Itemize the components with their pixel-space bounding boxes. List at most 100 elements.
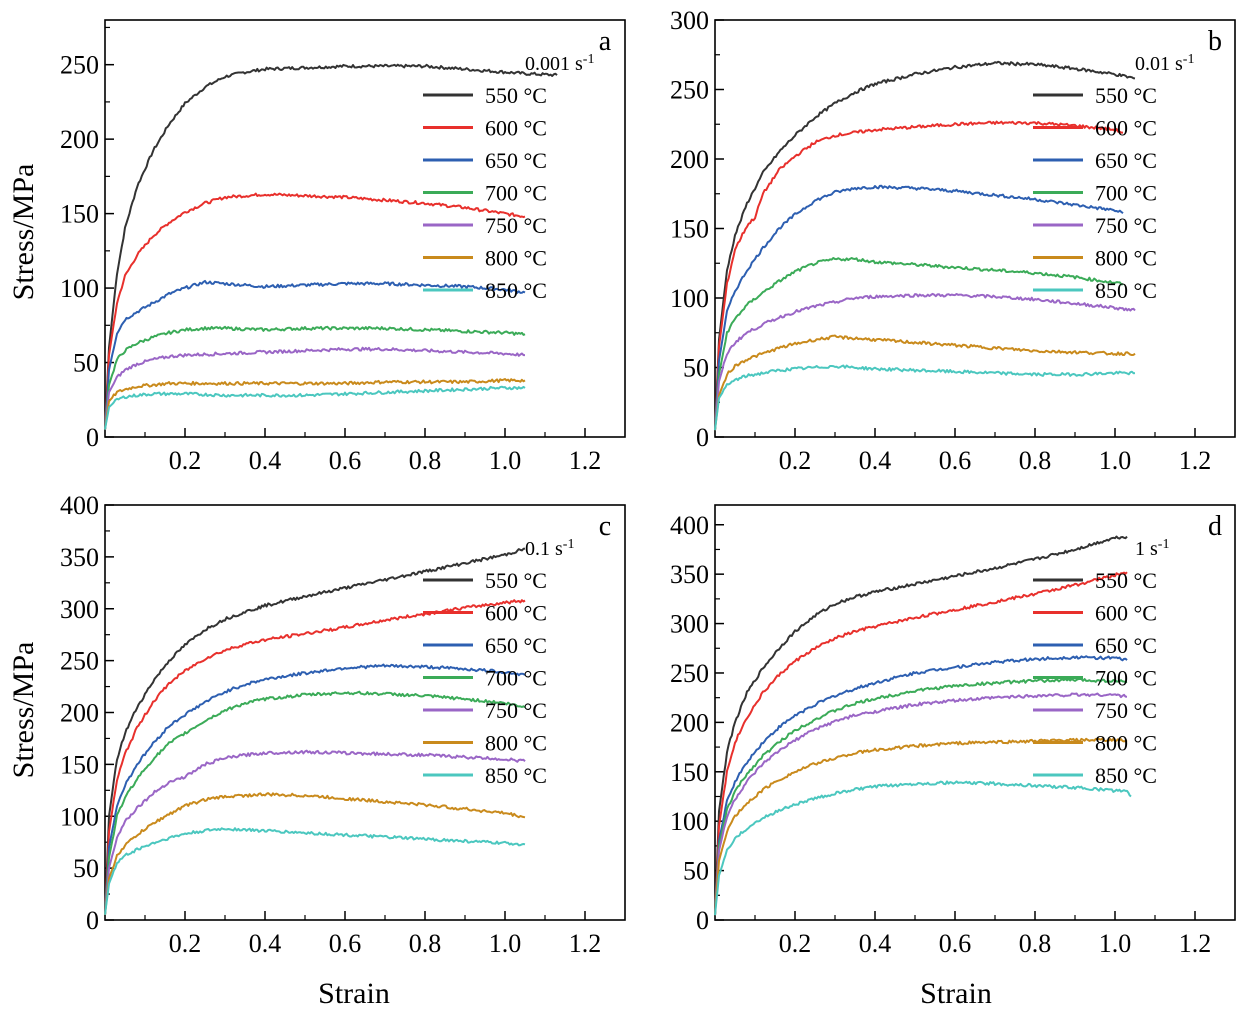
y-tick-label: 150: [670, 758, 709, 787]
x-tick-label: 0.6: [939, 929, 972, 958]
y-tick-label: 200: [670, 708, 709, 737]
panels: 0.2 0.4 0.6 0.8 1.0 1.2 0 50 100 150 200 250 0.001 s…: [60, 6, 1235, 958]
legend-label: 800 °C: [485, 731, 547, 756]
y-tick-label: 50: [683, 857, 709, 886]
y-tick-label: 300: [670, 6, 709, 35]
y-tick-label: 0: [696, 423, 709, 452]
y-tick-label: 400: [670, 511, 709, 540]
y-tick-label: 100: [670, 284, 709, 313]
y-tick-label: 150: [670, 215, 709, 244]
legend-label: 650 °C: [1095, 148, 1157, 173]
y-tick-label: 100: [670, 807, 709, 836]
panel-letter: b: [1208, 26, 1222, 57]
legend-label: 600 °C: [485, 116, 547, 141]
series-line-600: [715, 122, 1123, 431]
ylabel-top: Stress/MPa: [7, 164, 40, 301]
x-tick-label: 0.2: [779, 446, 812, 475]
series-line-750: [715, 694, 1127, 916]
legend-label: 750 °C: [485, 213, 547, 238]
x-tick-label: 0.4: [249, 446, 282, 475]
strain-rate-exponent: -1: [1158, 537, 1170, 552]
y-tick-label: 250: [60, 647, 99, 676]
series-line-750: [715, 294, 1135, 430]
x-tick-label: 1.0: [489, 929, 522, 958]
y-tick-label: 250: [60, 51, 99, 80]
series-line-550: [715, 537, 1127, 916]
figure: Stress/MPa Stress/MPa Strain Strain 0.2 0…: [0, 0, 1240, 1017]
y-tick-label: 150: [60, 750, 99, 779]
ylabel-bottom: Stress/MPa: [7, 642, 40, 779]
legend-label: 550 °C: [1095, 568, 1157, 593]
x-tick-label: 0.8: [409, 446, 442, 475]
legend-label: 850 °C: [485, 763, 547, 788]
legend-label: 600 °C: [1095, 116, 1157, 141]
x-tick-label: 1.0: [1099, 446, 1132, 475]
legend-label: 750 °C: [1095, 698, 1157, 723]
x-tick-label: 0.4: [249, 929, 282, 958]
strain-rate-label: 0.01 s-1: [1135, 52, 1194, 76]
strain-rate-exponent: -1: [583, 52, 595, 67]
y-tick-label: 250: [670, 76, 709, 105]
legend-label: 700 °C: [1095, 666, 1157, 691]
series-line-800: [105, 379, 525, 430]
strain-rate-label: 0.001 s-1: [525, 52, 594, 76]
y-tick-label: 50: [683, 354, 709, 383]
x-tick-label: 1.2: [1179, 929, 1212, 958]
x-tick-label: 1.0: [489, 446, 522, 475]
panel-d: 0.2 0.4 0.6 0.8 1.0 1.2 0 50 100 150 200 250 300 350 4…: [670, 505, 1235, 958]
x-tick-label: 1.2: [569, 446, 602, 475]
strain-rate-label: 1 s-1: [1135, 537, 1169, 561]
plot-frame: [105, 505, 625, 920]
x-tick-label: 0.4: [859, 446, 892, 475]
x-tick-label: 0.6: [329, 446, 362, 475]
legend-label: 850 °C: [485, 278, 547, 303]
legend-label: 750 °C: [1095, 213, 1157, 238]
legend-label: 850 °C: [1095, 763, 1157, 788]
series-line-800: [715, 336, 1135, 431]
legend-label: 550 °C: [485, 568, 547, 593]
y-tick-label: 250: [670, 659, 709, 688]
y-tick-label: 400: [60, 491, 99, 520]
panel-letter: c: [599, 511, 611, 542]
x-tick-label: 0.4: [859, 929, 892, 958]
strain-rate-label: 0.1 s-1: [525, 537, 574, 561]
series-line-700: [105, 327, 525, 430]
x-tick-label: 0.2: [779, 929, 812, 958]
x-tick-label: 0.6: [939, 446, 972, 475]
y-tick-label: 300: [670, 610, 709, 639]
x-tick-label: 0.2: [169, 929, 202, 958]
legend-label: 550 °C: [485, 83, 547, 108]
y-tick-label: 300: [60, 595, 99, 624]
panel-b: 0.2 0.4 0.6 0.8 1.0 1.20501001502002503000.01…: [670, 6, 1235, 475]
series-line-650: [715, 186, 1123, 430]
series-line-750: [105, 348, 525, 430]
y-tick-label: 50: [73, 349, 99, 378]
xlabel-left: Strain: [318, 977, 390, 1010]
y-tick-label: 350: [60, 543, 99, 572]
legend-label: 850 °C: [1095, 278, 1157, 303]
series-line-800: [105, 793, 525, 915]
series-line-850: [105, 387, 525, 430]
x-tick-label: 0.8: [409, 929, 442, 958]
legend-label: 800 °C: [1095, 246, 1157, 271]
y-tick-label: 150: [60, 200, 99, 229]
y-tick-label: 200: [60, 125, 99, 154]
panel-letter: d: [1208, 511, 1222, 542]
y-tick-label: 350: [670, 560, 709, 589]
x-tick-label: 0.8: [1019, 929, 1052, 958]
strain-rate-exponent: -1: [563, 537, 575, 552]
x-tick-label: 1.2: [569, 929, 602, 958]
plot-frame: [105, 20, 625, 437]
y-tick-label: 200: [60, 699, 99, 728]
y-tick-label: 100: [60, 274, 99, 303]
x-tick-label: 0.8: [1019, 446, 1052, 475]
legend-label: 700 °C: [485, 181, 547, 206]
series-line-850: [715, 366, 1135, 431]
x-tick-label: 0.6: [329, 929, 362, 958]
series-line-850: [715, 781, 1131, 915]
legend-label: 750 °C: [485, 698, 547, 723]
series-line-650: [105, 665, 525, 915]
panel-c: 0.2 0.4 0.6 0.8 1.0 1.2 0 50 100 150 200 250 300 350 4…: [60, 491, 625, 958]
plot-frame: [715, 505, 1235, 920]
y-tick-label: 0: [86, 423, 99, 452]
